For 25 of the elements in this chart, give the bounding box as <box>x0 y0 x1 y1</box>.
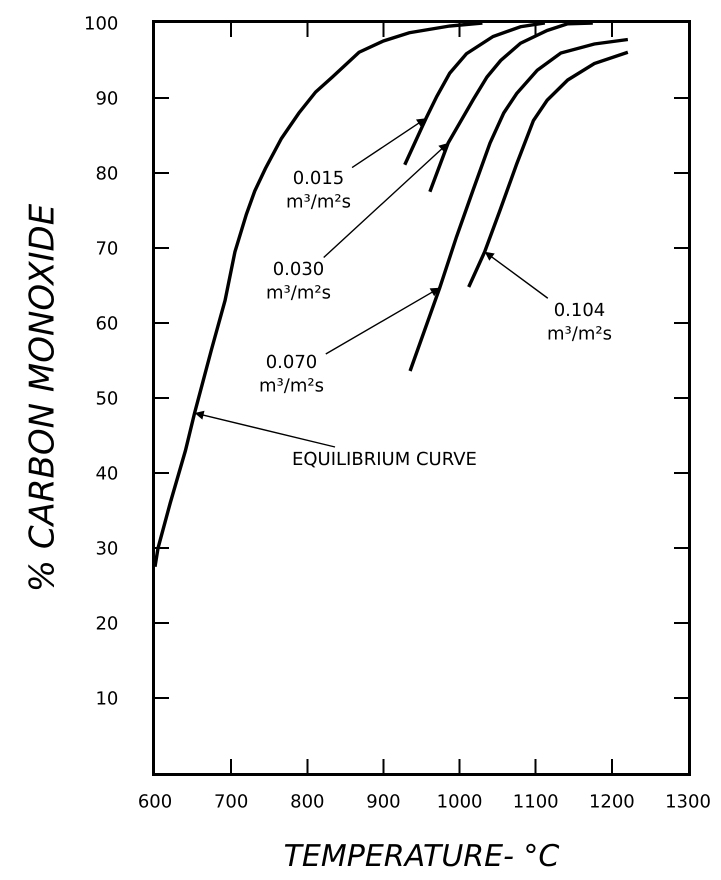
y-tick-label: 50 <box>95 388 118 410</box>
annotation: 0.070 m³/m²s <box>259 352 324 396</box>
y-tick-label: 80 <box>95 163 118 184</box>
x-tick-label: 700 <box>214 792 248 813</box>
annotation: 0.015 m³/m²s <box>286 168 351 212</box>
x-tick-label: 800 <box>290 792 324 813</box>
x-tick-label: 1000 <box>436 792 482 813</box>
annotation: 0.104 m³/m²s <box>547 300 612 344</box>
annotation: 0.030 m³/m²s <box>266 259 331 304</box>
y-tick-label: 60 <box>95 313 118 334</box>
x-tick-label: 1200 <box>588 792 635 813</box>
x-tick-label: 900 <box>366 792 401 813</box>
x-tick-label: 1100 <box>512 792 559 813</box>
y-tick-label: 20 <box>95 613 118 634</box>
y-tick-label: 30 <box>95 538 118 560</box>
y-tick-label: 70 <box>95 238 118 260</box>
y-tick-label: 90 <box>95 88 118 110</box>
y-tick-label: 40 <box>95 463 118 484</box>
x-axis-title: TEMPERATURE- °C <box>284 839 560 874</box>
y-tick-label: 100 <box>84 13 118 34</box>
x-tick-label: 1300 <box>665 792 711 813</box>
x-tick-label: 600 <box>138 792 172 813</box>
annotation: EQUILIBRIUM CURVE <box>292 449 477 470</box>
y-axis-title: % CARBON MONOXIDE <box>22 203 63 592</box>
y-tick-label: 10 <box>95 688 118 710</box>
